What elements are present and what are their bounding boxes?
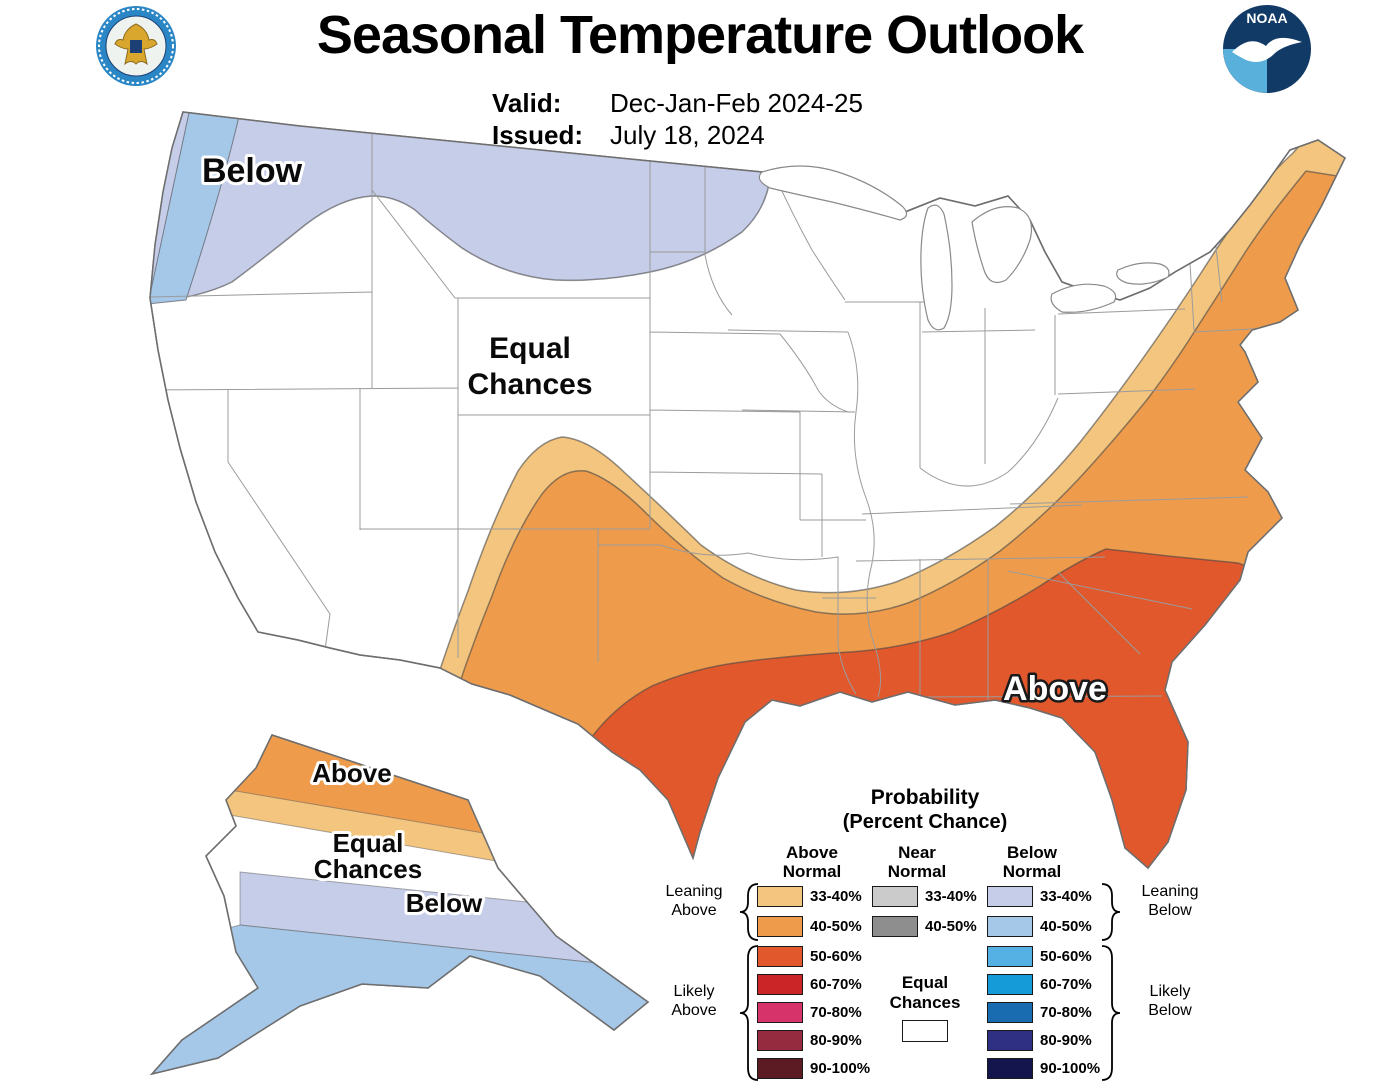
legend-swatch-above-60-70 [757, 974, 803, 995]
legend-swatch-below-80-90 [987, 1030, 1033, 1051]
legend-range-label: 90-100% [1040, 1060, 1101, 1077]
legend-swatch-above-50-60 [757, 946, 803, 967]
legend-title: Probability [870, 786, 980, 809]
legend-subtitle: (Percent Chance) [842, 811, 1008, 833]
region-below-40-50 [150, 112, 241, 305]
legend-header-near-normal: Near Normal [887, 843, 947, 882]
legend-range-label: 33-40% [925, 888, 977, 905]
doc-seal [94, 4, 178, 93]
legend-swatch-equal-chances [902, 1020, 948, 1042]
legend-row-below-60-70: 60-70% [987, 974, 1092, 995]
legend-row-near-33-40: 33-40% [872, 886, 977, 907]
brace-likely-above [739, 945, 759, 1081]
legend-group-leaning-above: Leaning Above [665, 883, 723, 920]
label-alaska-above: Above [312, 758, 391, 788]
legend-swatch-near-33-40 [872, 886, 918, 907]
legend-range-label: 70-80% [810, 1004, 862, 1021]
legend-row-below-33-40: 33-40% [987, 886, 1092, 907]
legend-range-label: 40-50% [1040, 918, 1092, 935]
label-conus-equal-1: Equal [489, 332, 571, 365]
legend-row-below-40-50: 40-50% [987, 916, 1092, 937]
issued-label: Issued: [492, 120, 584, 150]
legend-row-above-40-50: 40-50% [757, 916, 862, 937]
label-conus-below: Below [202, 152, 303, 190]
legend-swatch-above-80-90 [757, 1030, 803, 1051]
legend-group-likely-above: Likely Above [671, 983, 717, 1020]
noaa-seagull-icon [1232, 37, 1302, 62]
issued-value: July 18, 2024 [610, 120, 765, 150]
noaa-logo: NOAA [1220, 2, 1314, 101]
legend-range-label: 50-60% [1040, 948, 1092, 965]
legend-swatch-below-90-100 [987, 1058, 1033, 1079]
legend-header-above-normal: Above Normal [782, 843, 842, 882]
alaska-region-below-40-50 [152, 924, 648, 1074]
legend-row-above-80-90: 80-90% [757, 1030, 862, 1051]
legend-group-leaning-below: Leaning Below [1141, 883, 1199, 920]
noaa-logo-text: NOAA [1246, 10, 1287, 26]
legend-range-label: 50-60% [810, 948, 862, 965]
page-title: Seasonal Temperature Outlook [316, 5, 1084, 65]
legend-header-below-normal: Below Normal [1002, 843, 1062, 882]
legend-range-label: 33-40% [810, 888, 862, 905]
legend-row-above-60-70: 60-70% [757, 974, 862, 995]
legend-range-label: 40-50% [925, 918, 977, 935]
valid-value: Dec-Jan-Feb 2024-25 [610, 88, 863, 118]
label-alaska-below: Below [406, 888, 483, 918]
legend-swatch-below-40-50 [987, 916, 1033, 937]
label-conus-above: Above [1003, 670, 1107, 708]
legend-swatch-above-90-100 [757, 1058, 803, 1079]
seal-ring-lettering [98, 8, 174, 84]
legend-range-label: 80-90% [810, 1032, 862, 1049]
alaska-outline [149, 734, 650, 1076]
seal-shield-icon [130, 40, 142, 53]
legend-swatch-below-70-80 [987, 1002, 1033, 1023]
legend-range-label: 90-100% [810, 1060, 871, 1077]
legend-swatch-above-33-40 [757, 886, 803, 907]
legend-row-below-70-80: 70-80% [987, 1002, 1092, 1023]
legend-row-above-70-80: 70-80% [757, 1002, 862, 1023]
brace-leaning-above [739, 883, 759, 941]
legend-range-label: 40-50% [810, 918, 862, 935]
legend-row-below-80-90: 80-90% [987, 1030, 1092, 1051]
legend-braces [739, 883, 1121, 1081]
legend-swatch-above-40-50 [757, 916, 803, 937]
legend-range-label: 70-80% [1040, 1004, 1092, 1021]
legend-swatch-below-60-70 [987, 974, 1033, 995]
legend-range-label: 80-90% [1040, 1032, 1092, 1049]
legend-equal-chances-label: Equal Chances [889, 973, 961, 1013]
legend-range-label: 33-40% [1040, 888, 1092, 905]
great-lakes [758, 165, 1170, 331]
legend-row-above-33-40: 33-40% [757, 886, 862, 907]
noaa-logo-graphic: NOAA [1223, 5, 1311, 93]
brace-likely-below [1101, 945, 1121, 1081]
legend-row-near-40-50: 40-50% [872, 916, 977, 937]
legend-range-label: 60-70% [1040, 976, 1092, 993]
valid-line: Valid: Dec-Jan-Feb 2024-25 [492, 88, 863, 119]
issued-line: Issued: July 18, 2024 [492, 120, 765, 151]
legend-row-below-50-60: 50-60% [987, 946, 1092, 967]
legend-range-label: 60-70% [810, 976, 862, 993]
state-borders [150, 118, 1271, 700]
label-alaska-equal-1: Equal [333, 828, 404, 858]
legend-row-above-90-100: 90-100% [757, 1058, 870, 1079]
legend-swatch-below-33-40 [987, 886, 1033, 907]
legend-swatch-below-50-60 [987, 946, 1033, 967]
label-alaska-equal-2: Chances [314, 854, 422, 884]
doc-seal-graphic [96, 6, 176, 86]
legend-swatch-above-70-80 [757, 1002, 803, 1023]
legend-row-above-50-60: 50-60% [757, 946, 862, 967]
legend-group-likely-below: Likely Below [1148, 983, 1192, 1020]
label-conus-equal-2: Chances [467, 368, 592, 401]
valid-label: Valid: [492, 88, 562, 118]
legend-swatch-near-40-50 [872, 916, 918, 937]
legend-row-below-90-100: 90-100% [987, 1058, 1100, 1079]
brace-leaning-below [1101, 883, 1121, 941]
